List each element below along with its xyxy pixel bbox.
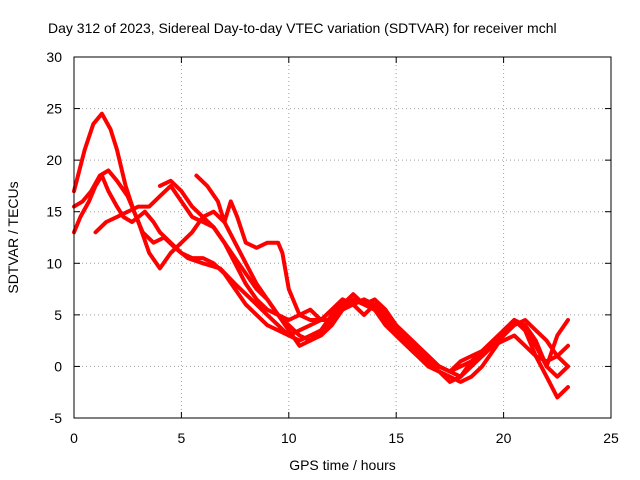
x-ticks: 0 5 10 15 20 25 bbox=[70, 57, 619, 446]
y-tick-label: 15 bbox=[46, 204, 62, 220]
y-axis-label: SDTVAR / TECUs bbox=[5, 181, 21, 293]
chart-title: Day 312 of 2023, Sidereal Day-to-day VTE… bbox=[48, 20, 557, 36]
y-tick-label: 5 bbox=[54, 307, 62, 323]
y-tick-label: 20 bbox=[46, 152, 62, 168]
y-tick-label: -5 bbox=[50, 410, 63, 426]
x-tick-label: 25 bbox=[603, 430, 619, 446]
y-tick-label: 0 bbox=[54, 358, 62, 374]
plot-frame bbox=[73, 56, 612, 419]
x-tick-label: 15 bbox=[388, 430, 404, 446]
x-tick-label: 5 bbox=[178, 430, 186, 446]
y-tick-label: 30 bbox=[46, 49, 62, 65]
series-line-6 bbox=[194, 173, 570, 384]
y-ticks: -5 0 5 10 15 20 25 30 bbox=[46, 49, 611, 426]
x-tick-label: 10 bbox=[281, 430, 297, 446]
x-axis-label: GPS time / hours bbox=[289, 457, 396, 473]
x-tick-label: 20 bbox=[496, 430, 512, 446]
series-line-1 bbox=[72, 111, 442, 374]
series-line-4 bbox=[93, 183, 570, 379]
grid bbox=[74, 57, 611, 418]
series-group bbox=[72, 111, 570, 400]
x-tick-label: 0 bbox=[70, 430, 78, 446]
series-line-5 bbox=[157, 178, 570, 400]
y-tick-label: 10 bbox=[46, 255, 62, 271]
y-tick-label: 25 bbox=[46, 101, 62, 117]
